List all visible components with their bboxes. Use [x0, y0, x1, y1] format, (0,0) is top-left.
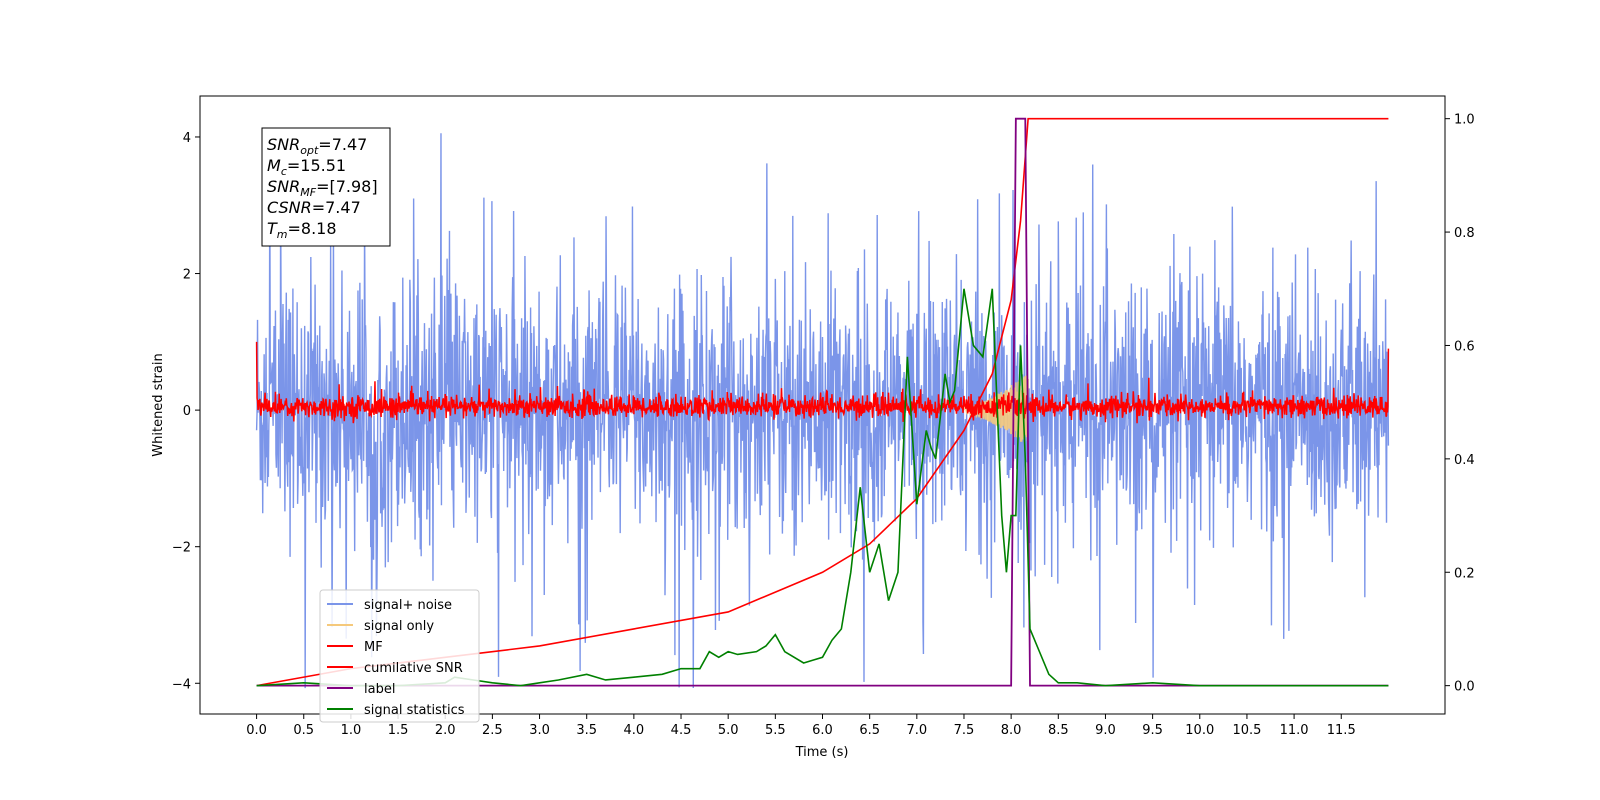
annotation-frame: [261, 127, 391, 247]
legend-entry-label: MF: [364, 640, 383, 655]
annotation-line: SNRMF=[7.98]: [267, 177, 378, 199]
x-tick-label: 2.0: [435, 723, 456, 738]
x-tick-label: 7.0: [906, 723, 927, 738]
x-axis-label: Time (s): [795, 745, 849, 760]
y-left-tick-label: −4: [172, 677, 191, 692]
y-right-tick-label: 1.0: [1454, 113, 1475, 128]
x-tick-label: 3.0: [529, 723, 550, 738]
x-tick-label: 1.0: [341, 723, 362, 738]
y-right-tick-label: 0.8: [1454, 226, 1475, 241]
x-tick-label: 10.5: [1232, 723, 1261, 738]
x-tick-label: 7.5: [954, 723, 975, 738]
x-tick-label: 2.5: [482, 723, 503, 738]
y-left-tick-label: −2: [172, 541, 191, 556]
x-tick-label: 6.0: [812, 723, 833, 738]
x-tick-label: 11.5: [1327, 723, 1356, 738]
y-left-tick-label: 4: [183, 131, 191, 146]
x-tick-label: 11.0: [1280, 723, 1309, 738]
legend-entry-label: signal statistics: [364, 703, 465, 718]
x-tick-label: 0.5: [293, 723, 314, 738]
x-tick-label: 6.5: [859, 723, 880, 738]
legend-entry-label: signal+ noise: [364, 598, 452, 613]
x-tick-label: 4.5: [671, 723, 692, 738]
y-right-tick-label: 0.6: [1454, 339, 1475, 354]
x-tick-label: 4.0: [624, 723, 645, 738]
series-signal-statistics-line: [256, 288, 1389, 687]
series-label-line: [256, 117, 1389, 687]
x-tick-label: 9.5: [1142, 723, 1163, 738]
x-tick-label: 1.5: [388, 723, 409, 738]
x-axis: 0.0 0.5 1.0 1.5 2.0 2.5 3.0 3.5 4.0 4.5 5.0 5.5 6.0 6…: [246, 714, 1356, 738]
legend-frame: [319, 589, 480, 723]
series-mf-line: [255, 341, 1390, 424]
stats-annotation-box: SNRopt=7.47Mc=15.51SNRMF=[7.98]CSNR=7.47…: [261, 127, 391, 247]
legend-entry-label: label: [364, 682, 395, 697]
annotation-line: Mc=15.51: [267, 156, 346, 178]
x-tick-label: 10.0: [1185, 723, 1214, 738]
x-tick-label: 9.0: [1095, 723, 1116, 738]
x-tick-label: 8.0: [1001, 723, 1022, 738]
annotation-line: Tm=8.18: [267, 219, 337, 241]
x-tick-label: 0.0: [246, 723, 267, 738]
y-axis-label: Whitened strain: [151, 353, 166, 456]
x-tick-label: 8.5: [1048, 723, 1069, 738]
x-tick-label: 5.0: [718, 723, 739, 738]
y-axis-left: 4 2 0 −2 −4: [172, 131, 200, 692]
x-tick-label: 3.5: [576, 723, 597, 738]
y-left-tick-label: 0: [183, 404, 191, 419]
x-tick-label: 5.5: [765, 723, 786, 738]
y-right-tick-label: 0.4: [1454, 453, 1475, 468]
y-left-tick-label: 2: [183, 268, 191, 283]
y-right-tick-label: 0.2: [1454, 566, 1475, 581]
annotation-line: CSNR=7.47: [267, 198, 361, 217]
y-axis-right: 1.0 0.8 0.6 0.4 0.2 0.0: [1445, 113, 1475, 695]
y-right-tick-label: 0.0: [1454, 680, 1475, 695]
legend: signal+ noise signal only MF cumilative SNR…: [319, 589, 480, 723]
annotation-line: SNRopt=7.47: [267, 135, 367, 157]
legend-entry-label: cumilative SNR: [364, 661, 463, 676]
legend-entry-label: signal only: [364, 619, 434, 634]
